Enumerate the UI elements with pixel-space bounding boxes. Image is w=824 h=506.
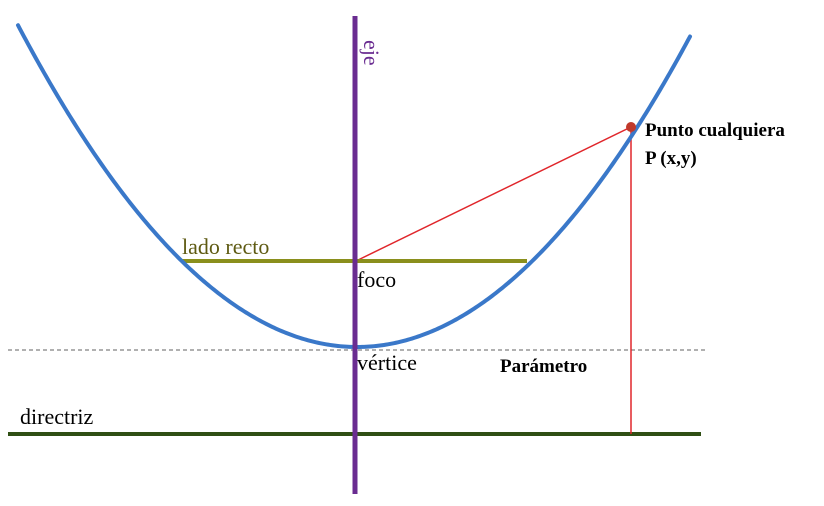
point-label-line1: Punto cualquiera — [645, 120, 785, 141]
vertex-label: vértice — [357, 350, 417, 375]
focus-label: foco — [357, 267, 396, 292]
latus-rectum-label: lado recto — [182, 234, 269, 259]
axis-label: eje — [359, 40, 384, 66]
point-label-line2: P (x,y) — [645, 148, 697, 169]
parameter-label: Parámetro — [500, 356, 587, 377]
point-p-dot — [626, 122, 636, 132]
focus-to-point-line — [355, 126, 632, 262]
directrix-label: directriz — [20, 404, 94, 429]
